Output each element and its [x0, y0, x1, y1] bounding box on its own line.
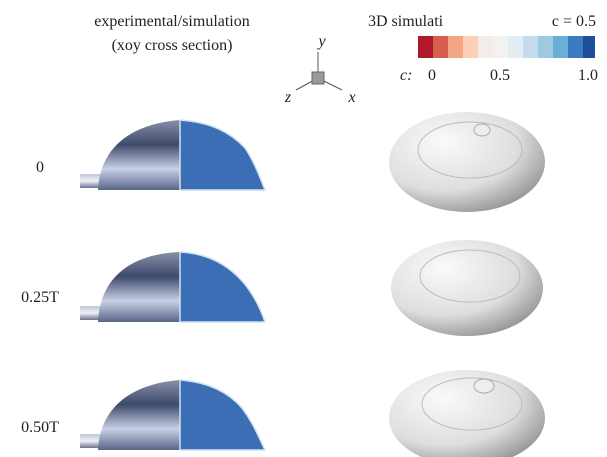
- axis-x: x: [347, 89, 355, 106]
- right-note: c = 0.5: [552, 13, 596, 30]
- row-label: 0.25T: [21, 289, 59, 306]
- row-label: 0: [36, 159, 44, 176]
- colorbar-tick: 1.0: [578, 67, 598, 84]
- droplet-3d: [389, 370, 545, 457]
- right-title: 3D simulati: [368, 13, 444, 30]
- colorbar-label: c:: [400, 67, 412, 84]
- row: 0.25T: [21, 240, 543, 336]
- axes-triad: y z x: [284, 33, 356, 106]
- left-title: experimental/simulation: [94, 13, 250, 30]
- left-subtitle: (xoy cross section): [112, 37, 233, 54]
- row: 0.50T: [21, 370, 545, 457]
- colorbar-tick: 0: [428, 67, 436, 84]
- row: 0: [36, 112, 545, 212]
- colorbar: c: 0 0.5 1.0: [400, 36, 598, 84]
- row-label: 0.50T: [21, 419, 59, 436]
- droplet-3d: [391, 240, 543, 336]
- colorbar-tick: 0.5: [490, 67, 510, 84]
- axis-y: y: [316, 33, 326, 50]
- droplet-3d: [389, 112, 545, 212]
- droplet-section: [80, 252, 265, 322]
- axis-z: z: [284, 89, 292, 106]
- droplet-section: [80, 380, 265, 450]
- droplet-section: [80, 120, 265, 190]
- figure: experimental/simulation (xoy cross secti…: [0, 0, 607, 457]
